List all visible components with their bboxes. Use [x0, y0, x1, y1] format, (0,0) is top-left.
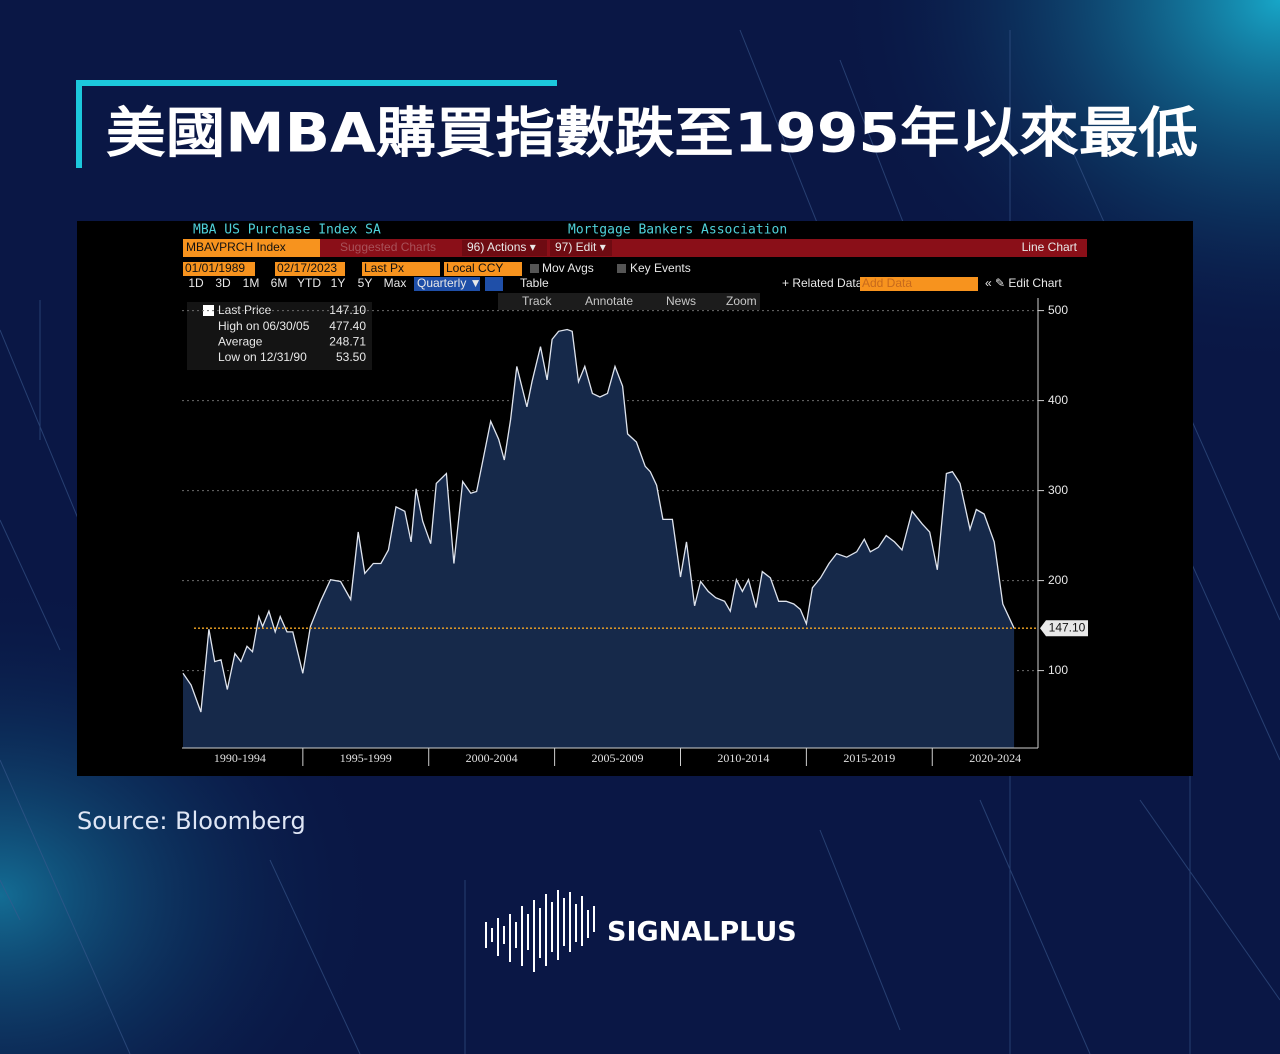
field-box[interactable] [362, 262, 440, 276]
actions-button[interactable] [462, 240, 547, 256]
title-accent [76, 80, 82, 168]
x-tick-label: 2005-2009 [592, 751, 644, 765]
chart-kind[interactable]: Line Chart [1022, 240, 1078, 254]
legend-label: Low on 12/31/90 [218, 350, 307, 364]
period-button[interactable]: 1M [243, 276, 260, 290]
chart-icon[interactable] [485, 277, 503, 291]
ticker: MBAVPRCH Index [186, 240, 286, 254]
period-button[interactable]: 1D [188, 276, 204, 290]
related-data[interactable]: + Related Data [782, 276, 863, 290]
x-tick-label: 2000-2004 [466, 751, 518, 765]
y-tick-label: 100 [1048, 663, 1068, 677]
actions[interactable]: 96) Actions ▾ [467, 240, 536, 254]
tool-button[interactable]: Track [522, 294, 553, 308]
y-tick-label: 300 [1048, 483, 1068, 497]
y-tick-label: 500 [1048, 303, 1068, 317]
checkbox[interactable] [530, 264, 539, 273]
x-tick-label: 1995-1999 [340, 751, 392, 765]
add-data[interactable]: Add Data [862, 276, 912, 290]
legend-value: 477.40 [329, 319, 366, 333]
legend-box [187, 302, 372, 370]
legend-label: Average [218, 335, 263, 349]
x-tick-label: 1990-1994 [214, 751, 266, 765]
brand-logo [485, 890, 595, 972]
period-button[interactable]: 5Y [358, 276, 373, 290]
brand: SIGNALPLUS [607, 917, 797, 948]
edit[interactable]: 97) Edit ▾ [555, 240, 606, 254]
date-box[interactable] [275, 262, 345, 276]
table[interactable]: Table [520, 276, 549, 290]
frequency-box[interactable] [414, 277, 480, 291]
chart-subtitle: Mortgage Bankers Association [568, 223, 787, 238]
y-tick-label: 400 [1048, 393, 1068, 407]
currency[interactable]: Local CCY [446, 261, 503, 275]
period-button[interactable]: YTD [297, 276, 321, 290]
tool-button[interactable]: Zoom [726, 294, 757, 308]
source: Source: Bloomberg [77, 807, 306, 835]
tool-button[interactable]: News [666, 294, 696, 308]
period-button[interactable]: 6M [271, 276, 288, 290]
x-tick-label: 2010-2014 [717, 751, 769, 765]
last-price-tag [1040, 620, 1088, 637]
legend-value: 248.71 [329, 335, 366, 349]
field[interactable]: Last Px [364, 261, 404, 275]
line [182, 328, 1015, 713]
last-price-label: 147.10 [1049, 620, 1086, 634]
edit-button[interactable] [550, 240, 612, 256]
title: 美國MBA購買指數跌至1995年以來最低 [106, 102, 1198, 165]
ticker-box[interactable] [183, 239, 320, 257]
date-box[interactable] [183, 262, 255, 276]
legend-label: High on 06/30/05 [218, 319, 310, 333]
mov-avgs[interactable]: Mov Avgs [542, 261, 594, 275]
period-button[interactable]: Max [384, 276, 407, 290]
legend-value: 53.50 [336, 350, 366, 364]
period-button[interactable]: 1Y [331, 276, 346, 290]
period-button[interactable]: 3D [215, 276, 231, 290]
toolbar [498, 293, 760, 310]
end-date[interactable]: 02/17/2023 [277, 261, 337, 275]
edit-chart[interactable]: « ✎ Edit Chart [985, 276, 1062, 290]
x-tick-label: 2015-2019 [843, 751, 895, 765]
tool-button[interactable]: Annotate [585, 294, 633, 308]
currency-box[interactable] [444, 262, 522, 276]
start-date[interactable]: 01/01/1989 [185, 261, 245, 275]
add-data-box[interactable] [860, 277, 978, 291]
bloomberg-chart: MBA US Purchase Index SA Mortgage Banker… [77, 221, 1193, 776]
chart-title: MBA US Purchase Index SA [193, 223, 381, 238]
legend-label: Last Price [218, 303, 272, 317]
key-events[interactable]: Key Events [630, 261, 691, 275]
y-tick-label: 200 [1048, 573, 1068, 587]
frequency[interactable]: Quarterly ▼ [417, 276, 482, 290]
title-accent [76, 80, 557, 86]
x-tick-label: 2020-2024 [969, 751, 1021, 765]
checkbox[interactable] [617, 264, 626, 273]
suggested-charts[interactable]: Suggested Charts [340, 240, 436, 254]
area [183, 329, 1015, 748]
